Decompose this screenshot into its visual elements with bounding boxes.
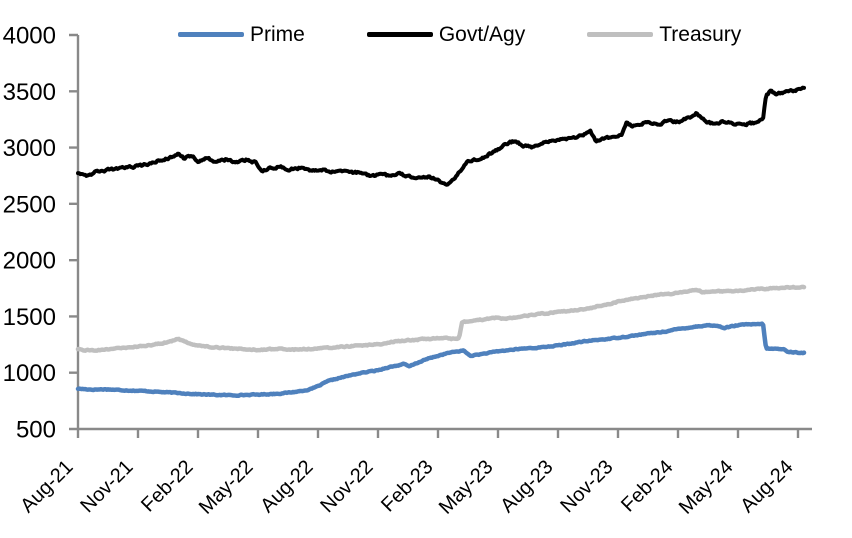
- legend-swatch-prime-icon: [178, 32, 244, 37]
- x-tick-label: May-22: [195, 456, 258, 519]
- x-tick-label: Aug-22: [256, 456, 317, 517]
- x-tick-label: May-23: [435, 456, 498, 519]
- x-tick-label: Nov-21: [76, 456, 137, 517]
- y-tick-label: 1500: [3, 304, 56, 331]
- y-tick-label: 3000: [3, 135, 56, 162]
- legend-swatch-govt-agy-icon: [366, 32, 433, 37]
- x-tick-label: Feb-23: [377, 456, 437, 516]
- x-tick-label: Feb-24: [617, 456, 677, 516]
- y-tick-label: 1000: [3, 360, 56, 387]
- x-tick-label: May-24: [675, 456, 738, 519]
- axis-lines: [69, 33, 812, 438]
- x-tick-label: Nov-23: [556, 456, 617, 517]
- x-tick-label: Aug-24: [736, 456, 797, 517]
- series-line-prime: [75, 321, 807, 398]
- legend-item-govt-agy: Govt/Agy: [366, 23, 526, 46]
- chart-legend: Prime Govt/Agy Treasury: [178, 24, 741, 45]
- legend-label-treasury: Treasury: [659, 23, 742, 46]
- series-line-treasury: [75, 284, 807, 353]
- legend-label-govt-agy: Govt/Agy: [438, 23, 526, 46]
- y-tick-label: 3500: [3, 79, 56, 106]
- legend-item-prime: Prime: [178, 24, 305, 45]
- x-tick-label: Aug-23: [496, 456, 557, 517]
- y-tick-label: 4000: [3, 23, 56, 50]
- legend-swatch-treasury-icon: [587, 32, 654, 37]
- y-tick-label: 2500: [3, 191, 56, 218]
- x-tick-label: Nov-22: [316, 456, 377, 517]
- series-line-govt-agy: [76, 85, 806, 187]
- x-tick-label: Aug-21: [16, 456, 77, 517]
- legend-item-treasury: Treasury: [587, 24, 741, 45]
- x-tick-label: Feb-22: [137, 456, 197, 516]
- y-tick-label: 2000: [3, 248, 56, 275]
- y-tick-label: 500: [16, 417, 56, 444]
- legend-label-prime: Prime: [250, 23, 305, 46]
